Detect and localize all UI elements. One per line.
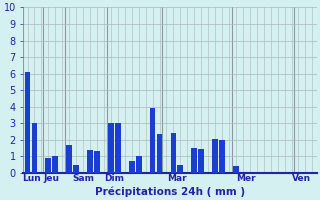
Bar xyxy=(87,150,93,173)
Bar xyxy=(115,123,121,173)
Bar xyxy=(136,156,142,173)
Bar xyxy=(52,156,58,173)
Bar xyxy=(150,108,156,173)
Bar xyxy=(108,123,114,173)
Bar xyxy=(233,166,239,173)
Bar xyxy=(178,165,183,173)
Bar xyxy=(171,133,176,173)
Bar xyxy=(156,134,163,173)
Bar xyxy=(94,151,100,173)
Bar xyxy=(129,161,135,173)
Bar xyxy=(32,123,37,173)
Bar xyxy=(25,72,30,173)
Bar xyxy=(66,145,72,173)
Bar xyxy=(191,148,197,173)
Bar xyxy=(45,158,51,173)
X-axis label: Précipitations 24h ( mm ): Précipitations 24h ( mm ) xyxy=(95,186,245,197)
Bar xyxy=(219,140,225,173)
Bar xyxy=(73,165,79,173)
Bar xyxy=(198,149,204,173)
Bar xyxy=(212,139,218,173)
